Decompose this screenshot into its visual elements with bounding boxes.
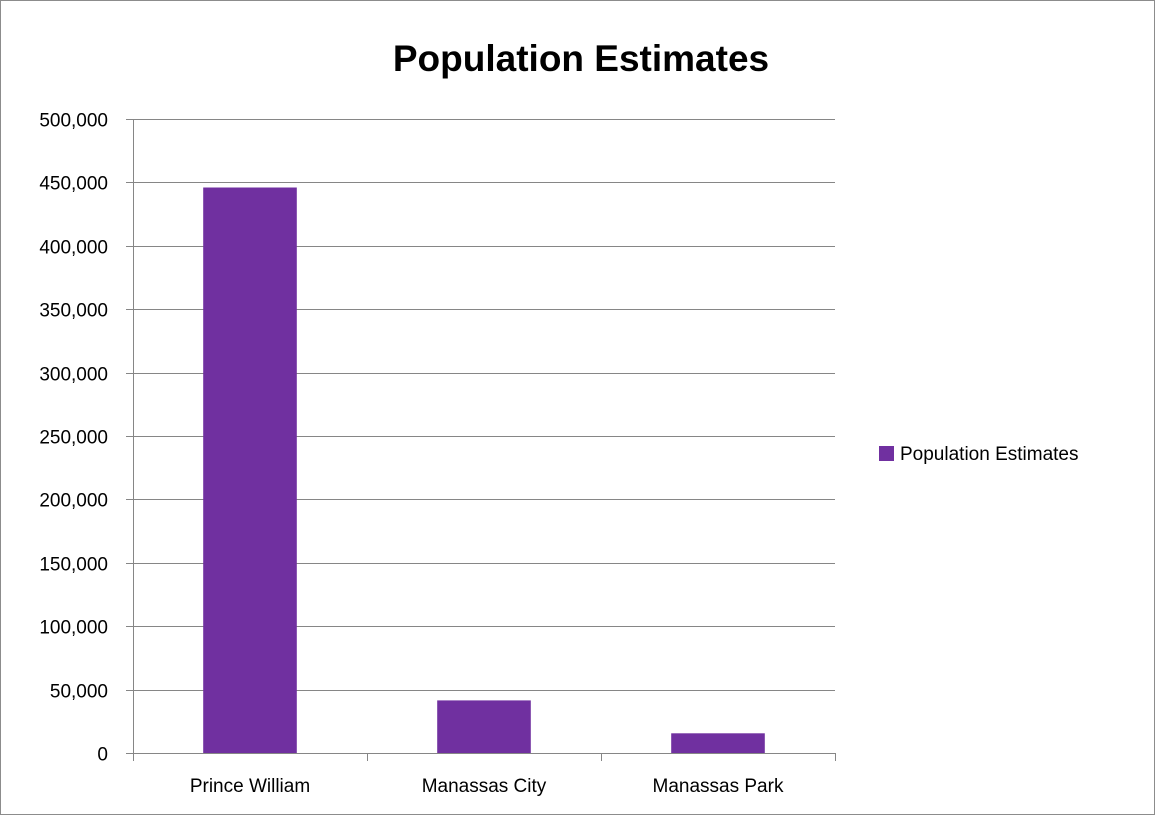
legend-swatch [879, 446, 894, 461]
y-tick-label: 300,000 [39, 365, 108, 386]
y-tick-label: 250,000 [39, 428, 108, 449]
axes [133, 119, 836, 761]
bars [203, 187, 765, 753]
y-tick-label: 400,000 [39, 238, 108, 259]
bar [671, 733, 765, 753]
legend: Population Estimates [879, 444, 1079, 465]
y-axis-tick-labels: 0 50,000 100,000 150,000 200,000 250,000 300,0… [39, 111, 108, 766]
bar [437, 700, 531, 753]
y-tick-label: 0 [97, 745, 108, 766]
y-tick-label: 50,000 [50, 682, 108, 703]
y-tick-label: 500,000 [39, 111, 108, 132]
y-tick-label: 100,000 [39, 618, 108, 639]
x-tick-label: Manassas City [422, 776, 547, 797]
y-tick-label: 450,000 [39, 174, 108, 195]
bar [203, 187, 297, 753]
y-tick-label: 200,000 [39, 491, 108, 512]
chart-title: Population Estimates [393, 38, 769, 79]
x-tick-label: Manassas Park [653, 776, 784, 797]
y-tick-label: 150,000 [39, 555, 108, 576]
y-tick-label: 350,000 [39, 301, 108, 322]
x-axis-tick-labels: Prince William Manassas City Manassas Park [190, 776, 784, 797]
x-tick-label: Prince William [190, 776, 310, 797]
legend-label: Population Estimates [900, 444, 1079, 465]
